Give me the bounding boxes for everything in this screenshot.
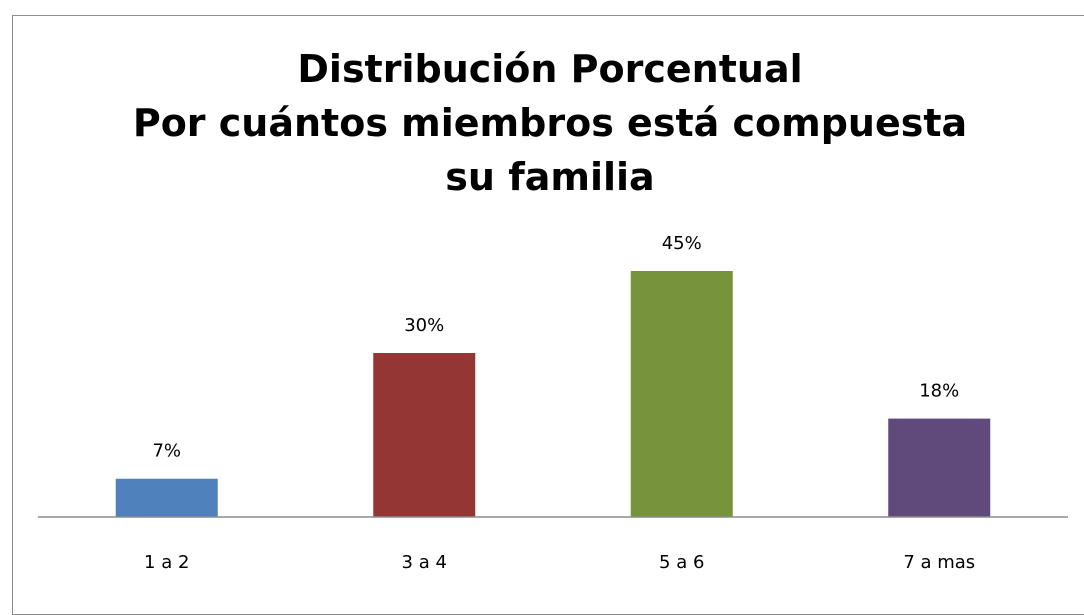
data-label: 30% (404, 315, 444, 336)
x-tick-label: 1 a 2 (144, 552, 189, 573)
title-line: Por cuántos miembros está compuesta su f… (132, 101, 968, 199)
chart: 7% 1 a 2 30% 3 a 4 45% 5 a 6 18% 7 a mas (38, 233, 1068, 573)
data-label: 18% (919, 381, 959, 402)
data-label: 7% (152, 441, 181, 462)
x-tick-label: 5 a 6 (659, 552, 704, 573)
bar (888, 418, 991, 517)
title-line: Distribución Porcentual (297, 47, 803, 91)
bar (630, 271, 733, 517)
x-tick-label: 3 a 4 (402, 552, 447, 573)
x-tick-label: 7 a mas (903, 552, 975, 573)
bar (373, 353, 476, 517)
data-label: 45% (662, 233, 702, 254)
bar (115, 478, 218, 517)
chart-title: Distribución Porcentual Por cuántos miem… (110, 42, 990, 204)
page: {"chart_data": {"type": "bar", "title": … (12, 15, 1084, 615)
